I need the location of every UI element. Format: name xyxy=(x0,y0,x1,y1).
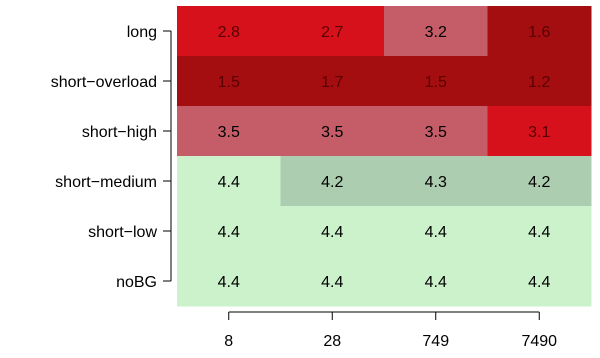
cell-value-label: 4.4 xyxy=(528,274,550,291)
cell-value-label: 1.7 xyxy=(321,74,343,91)
cell-value-label: 4.4 xyxy=(425,224,447,241)
cell-value-label: 3.1 xyxy=(528,124,550,141)
y-tick-label: short−high xyxy=(82,124,157,141)
x-tick-label: 8 xyxy=(224,333,233,350)
cell-value-label: 4.2 xyxy=(321,174,343,191)
cell-value-label: 1.2 xyxy=(528,74,550,91)
cell-value-label: 4.4 xyxy=(321,274,343,291)
y-tick-label: long xyxy=(127,24,157,41)
y-axis: long short−overload short−high short−medium… xyxy=(51,24,171,291)
cell-value-label: 4.4 xyxy=(425,274,447,291)
cell-value-label: 4.4 xyxy=(321,224,343,241)
cell-value-label: 4.4 xyxy=(218,224,240,241)
cell-value-label: 1.6 xyxy=(528,24,550,41)
x-axis: 8 28 749 7490 xyxy=(224,312,557,350)
cell-value-label: 1.5 xyxy=(218,74,240,91)
y-tick-label: short−low xyxy=(88,224,157,241)
cell-value-label: 3.5 xyxy=(425,124,447,141)
cell-value-label: 4.4 xyxy=(218,274,240,291)
cell-value-label: 4.4 xyxy=(528,224,550,241)
x-tick-label: 749 xyxy=(422,333,449,350)
cell-value-label: 4.4 xyxy=(218,174,240,191)
cell-value-label: 4.3 xyxy=(425,174,447,191)
cell-value-label: 4.2 xyxy=(528,174,550,191)
y-tick-label: short−medium xyxy=(55,174,157,191)
cell-value-label: 3.2 xyxy=(425,24,447,41)
y-tick-label: short−overload xyxy=(51,74,157,91)
cell-value-label: 2.7 xyxy=(321,24,343,41)
cell-value-label: 1.5 xyxy=(425,74,447,91)
cell-value-label: 2.8 xyxy=(218,24,240,41)
heatmap-cells: 2.8 2.7 3.2 1.6 1.5 1.7 1.5 1.2 3.5 3.5 3.5 3.1 4.4 4… xyxy=(177,6,592,307)
x-tick-label: 28 xyxy=(323,333,341,350)
cell-value-label: 3.5 xyxy=(218,124,240,141)
cell-value-label: 3.5 xyxy=(321,124,343,141)
y-tick-label: noBG xyxy=(116,274,157,291)
x-tick-label: 7490 xyxy=(521,333,557,350)
